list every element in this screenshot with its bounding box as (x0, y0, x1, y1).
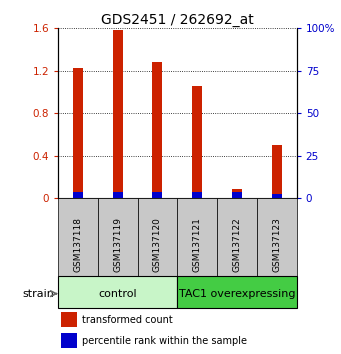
Text: control: control (98, 289, 137, 299)
Bar (177, 276, 297, 308)
Bar (113, 192, 123, 198)
Text: GSM137118: GSM137118 (73, 217, 83, 272)
Text: percentile rank within the sample: percentile rank within the sample (82, 336, 247, 346)
Bar (192, 192, 202, 198)
Bar (58, 198, 98, 276)
Bar (257, 198, 297, 276)
Bar (73, 192, 83, 198)
Bar (152, 62, 162, 198)
Text: TAC1 overexpressing: TAC1 overexpressing (179, 289, 295, 299)
Bar (272, 194, 282, 198)
Text: GSM137120: GSM137120 (153, 217, 162, 272)
Text: transformed count: transformed count (82, 315, 173, 325)
Bar (137, 198, 177, 276)
Bar (232, 192, 242, 198)
Bar (58, 276, 177, 308)
Bar (73, 68, 83, 198)
Bar (232, 189, 242, 198)
Bar (61, 312, 77, 327)
Bar (192, 86, 202, 198)
Bar (177, 198, 217, 276)
Bar (113, 30, 123, 198)
Bar (98, 198, 137, 276)
Text: strain: strain (22, 289, 54, 299)
Text: GSM137121: GSM137121 (193, 217, 202, 272)
Text: GSM137119: GSM137119 (113, 217, 122, 272)
Bar (152, 192, 162, 198)
Bar (217, 198, 257, 276)
Bar (61, 333, 77, 348)
Title: GDS2451 / 262692_at: GDS2451 / 262692_at (101, 13, 254, 27)
Text: GSM137122: GSM137122 (233, 217, 241, 272)
Bar (272, 144, 282, 198)
Text: GSM137123: GSM137123 (272, 217, 281, 272)
